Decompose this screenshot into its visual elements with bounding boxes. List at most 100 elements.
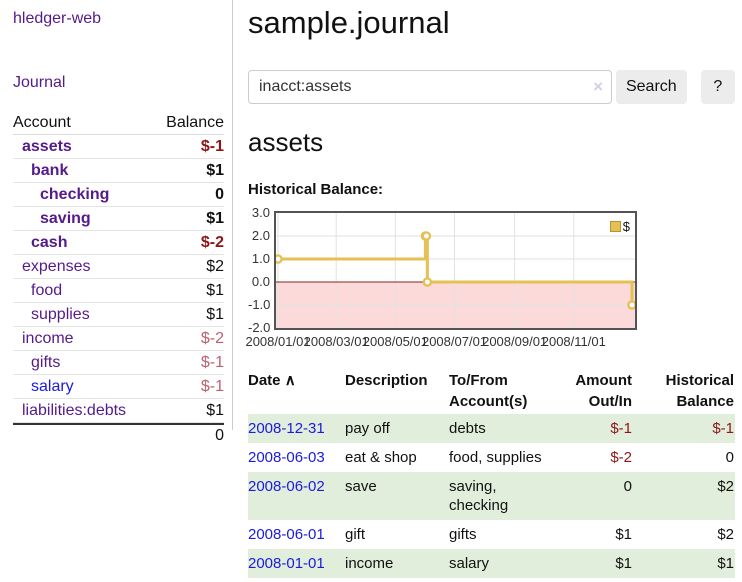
register-row: 2008-06-03 eat & shop food, supplies $-2 0 [248, 443, 735, 472]
transaction-date-link[interactable]: 2008-01-01 [248, 555, 325, 572]
register-row: 2008-06-02 save saving, checking 0 $2 [248, 472, 735, 520]
transaction-amount: $1 [615, 555, 632, 572]
account-link-supplies[interactable]: supplies [31, 306, 90, 323]
account-balance: $-1 [200, 138, 224, 155]
account-row: gifts $-1 [13, 351, 224, 375]
transaction-description: income [345, 555, 394, 572]
balance-column-header: Balance [166, 114, 224, 131]
register-row: 2008-12-31 pay off debts $-1 $-1 [248, 414, 735, 443]
account-balance: 0 [215, 186, 224, 203]
transaction-description: eat & shop [345, 449, 417, 466]
balance-column-header-main: Historical Balance [665, 372, 734, 410]
amount-column-header: Amount Out/In [575, 372, 632, 410]
y-axis-tick-label: -1.0 [248, 297, 271, 312]
account-link-liabilities-debts[interactable]: liabilities:debts [22, 402, 127, 419]
account-row: saving $1 [13, 207, 224, 231]
page-title: sample.journal [248, 5, 450, 40]
transaction-accounts: food, supplies [449, 449, 542, 466]
transaction-balance: $2 [717, 526, 734, 543]
account-column-header: Account [13, 114, 71, 131]
account-row: income $-2 [13, 327, 224, 351]
transaction-description: gift [345, 526, 366, 543]
account-heading: assets [248, 127, 324, 157]
transaction-date-link[interactable]: 2008-06-03 [248, 449, 325, 466]
register-header-row: Date ∧ Description To/From Account(s) Am… [248, 368, 735, 414]
transaction-balance: $1 [717, 555, 734, 572]
accounts-table-header: Account Balance [13, 111, 224, 135]
transaction-accounts: saving, checking [449, 478, 509, 514]
x-axis-tick-label: 2008/01/01 [245, 334, 311, 349]
date-column-header[interactable]: Date ∧ [248, 372, 296, 389]
x-axis-tick-label: 2008/05/01 [362, 334, 428, 349]
account-row: assets $-1 [13, 135, 224, 159]
transaction-amount: $1 [615, 526, 632, 543]
chart-plot-area[interactable]: $ [274, 211, 637, 330]
search-box: × [248, 70, 612, 104]
account-row: food $1 [13, 279, 224, 303]
data-point-marker [627, 300, 635, 310]
help-button[interactable]: ? [700, 70, 735, 104]
account-balance: $1 [206, 210, 224, 227]
accounts-table: Account Balance assets $-1 bank $1 checking 0… [13, 111, 224, 445]
register-row: 2008-06-01 gift gifts $1 $2 [248, 520, 735, 549]
register-row: 2008-01-01 income salary $1 $1 [248, 549, 735, 578]
sidebar-item-journal[interactable]: Journal [13, 74, 66, 91]
y-axis-tick-label: 0.0 [251, 274, 270, 289]
data-point-marker [421, 231, 432, 241]
x-axis-tick-label: 2008/03/01 [303, 334, 369, 349]
transaction-balance: $-1 [712, 420, 734, 437]
search-input[interactable] [248, 70, 612, 104]
account-link-expenses[interactable]: expenses [22, 258, 91, 275]
transaction-accounts: gifts [449, 526, 477, 543]
main-content: sample.journal × Search ? assets Histori… [245, 0, 735, 578]
account-link-saving[interactable]: saving [40, 210, 91, 227]
account-balance: $1 [206, 402, 224, 419]
app-brand-link[interactable]: hledger-web [13, 10, 102, 27]
legend-swatch-icon [609, 221, 621, 232]
account-balance: $-1 [200, 354, 224, 371]
account-link-bank[interactable]: bank [31, 162, 69, 179]
transaction-date-link[interactable]: 2008-06-01 [248, 526, 325, 543]
transaction-description: pay off [345, 420, 390, 437]
search-bar: × Search ? [248, 70, 735, 104]
account-balance: $-2 [200, 234, 224, 251]
y-axis-tick-label: 2.0 [251, 228, 270, 243]
account-balance: $1 [206, 306, 224, 323]
account-link-assets[interactable]: assets [22, 138, 72, 155]
transaction-amount: $-2 [610, 449, 632, 466]
description-column-header: Description [345, 372, 428, 389]
data-point-marker [422, 277, 433, 287]
account-link-gifts[interactable]: gifts [31, 354, 61, 371]
transaction-description: save [345, 478, 377, 495]
accounts-column-header: To/From Account(s) [449, 372, 528, 410]
account-link-cash[interactable]: cash [31, 234, 68, 251]
chart-title: Historical Balance: [248, 181, 384, 198]
historical-balance-chart: $3.0 2.0 1.0 0.0 -1.0 -2.0 2008/01/01 2008/03/0… [245, 205, 708, 351]
transaction-balance: 0 [725, 449, 734, 466]
sidebar: hledger-web Journal Account Balance asse… [0, 0, 233, 444]
account-row: bank $1 [13, 159, 224, 183]
register-table: Date ∧ Description To/From Account(s) Am… [248, 368, 735, 578]
clear-search-icon[interactable]: × [593, 77, 603, 96]
account-link-income[interactable]: income [22, 330, 74, 347]
account-balance: $1 [206, 162, 224, 179]
account-row: salary $-1 [13, 375, 224, 399]
account-link-food[interactable]: food [31, 282, 63, 299]
account-link-salary[interactable]: salary [31, 378, 74, 395]
account-row: liabilities:debts $1 [13, 399, 224, 423]
transaction-amount: 0 [623, 478, 632, 495]
y-axis-tick-label: 3.0 [251, 205, 270, 220]
legend-label: $ [622, 219, 630, 234]
account-link-checking[interactable]: checking [40, 186, 110, 203]
y-axis-tick-label: 1.0 [251, 251, 270, 266]
account-balance: $1 [206, 282, 224, 299]
account-balance: $-1 [200, 378, 224, 395]
search-button[interactable]: Search [616, 70, 687, 104]
transaction-date-link[interactable]: 2008-12-31 [248, 420, 325, 437]
sort-ascending-icon: ∧ [284, 372, 296, 389]
transaction-date-link[interactable]: 2008-06-02 [248, 478, 325, 495]
account-tree: assets $-1 bank $1 checking 0 saving $1 cash $-2 e… [13, 135, 224, 423]
account-row: supplies $1 [13, 303, 224, 327]
transaction-accounts: debts [449, 420, 486, 437]
data-point-marker [276, 254, 283, 264]
